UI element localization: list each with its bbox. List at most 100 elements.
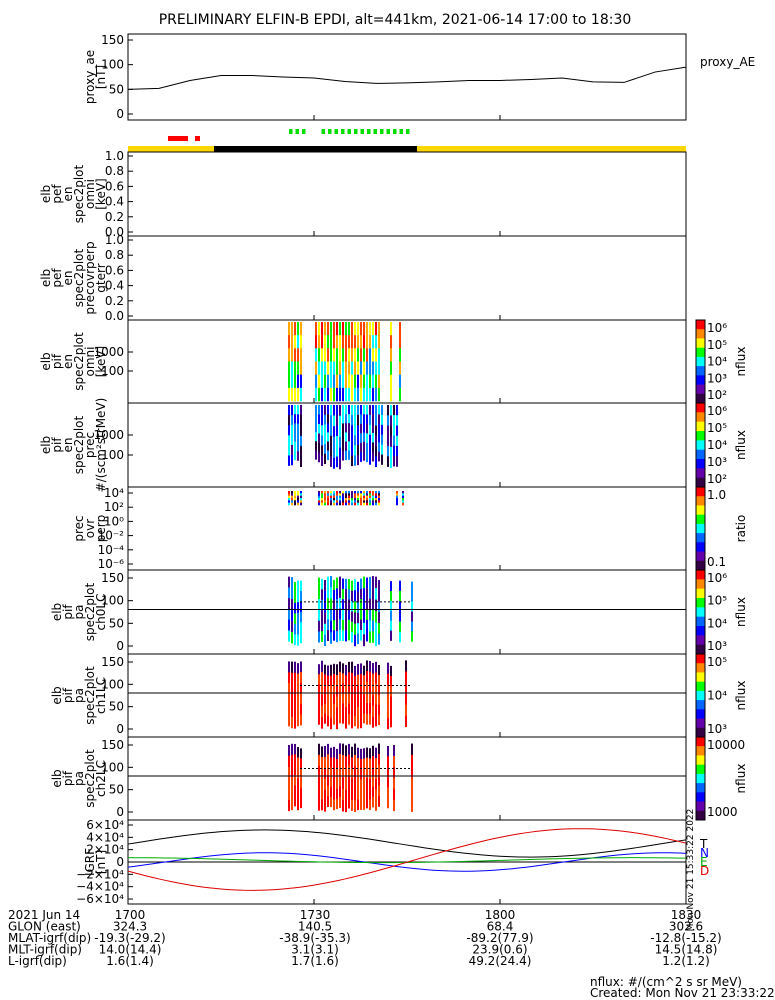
panel-pif-omni-pixel bbox=[291, 361, 293, 375]
panel-pif-pa-ch2-pixel bbox=[351, 757, 353, 769]
panel-pif-pa-ch0-pixel bbox=[348, 609, 350, 621]
panel-pif-prec-pixel bbox=[393, 455, 395, 467]
panel-pif-pa-ch0-pixel bbox=[333, 630, 335, 641]
panel-pif-prec-pixel bbox=[369, 424, 371, 436]
panel-pif-pa-ch1-pixel bbox=[327, 665, 329, 676]
panel-prec-ovr-perp-ytick-label: 10⁻⁴ bbox=[98, 543, 125, 557]
panel-prec-ovr-perp-pixel bbox=[288, 493, 290, 496]
panel-pif-prec-pixel bbox=[345, 414, 347, 424]
panel-pif-prec-colorbar-swatch bbox=[696, 431, 705, 441]
panel-pif-pa-ch0-pixel bbox=[360, 588, 362, 600]
panel-pif-pa-ch2-pixel bbox=[363, 768, 365, 780]
panel-prec-ovr-perp-pixel bbox=[348, 502, 350, 506]
panel-pif-pa-ch2-pixel bbox=[363, 748, 365, 759]
footer-cell: -89.2(77.9) bbox=[466, 931, 533, 945]
panel-pif-prec-pixel bbox=[345, 441, 347, 452]
panel-pif-pa-ch0-pixel bbox=[354, 579, 356, 591]
panel-pif-prec-pixel bbox=[315, 432, 317, 442]
panel-pif-pa-ch1-pixel bbox=[378, 704, 380, 716]
panel-pif-omni-pixel bbox=[363, 374, 365, 389]
panel-pif-pa-ch0-pixel bbox=[363, 622, 365, 635]
panel-pif-prec-pixel bbox=[381, 424, 383, 436]
panel-prec-ovr-perp-pixel bbox=[324, 493, 326, 496]
panel-pif-pa-ch2-pixel bbox=[318, 799, 320, 811]
panel-pif-prec-pixel bbox=[348, 414, 350, 424]
panel-prec-ovr-perp-pixel bbox=[324, 498, 326, 501]
panel-pif-pa-ch1-pixel bbox=[288, 672, 290, 684]
panel-pif-pa-ch2-pixel bbox=[339, 775, 341, 787]
panel-prec-ovr-perp-pixel bbox=[294, 502, 296, 506]
panel-pif-pa-ch2-pixel bbox=[393, 756, 395, 768]
panel-pif-pa-ch0-ylabel-line: pif bbox=[61, 604, 75, 620]
panel-pif-pa-ch1-pixel bbox=[333, 714, 335, 725]
panel-pif-prec-pixel bbox=[351, 445, 353, 456]
panel-pif-pa-ch1-pixel bbox=[387, 684, 389, 697]
panel-prec-ovr-perp-pixel bbox=[288, 491, 290, 494]
panel-pif-pa-ch1-pixel bbox=[372, 673, 374, 685]
panel-pif-pa-ch1-pixel bbox=[336, 675, 338, 687]
panel-pif-prec-pixel bbox=[348, 450, 350, 460]
panel-prec-ovr-perp-pixel bbox=[396, 500, 398, 503]
panel-pif-prec-pixel bbox=[393, 435, 395, 447]
panel-prec-ovr-perp-pixel bbox=[345, 502, 347, 506]
panel-pif-omni-pixel bbox=[330, 335, 332, 349]
footer-cell: -12.8(-15.2) bbox=[650, 931, 721, 945]
panel-prec-ovr-perp-pixel bbox=[372, 498, 374, 501]
panel-pif-pa-ch1-pixel bbox=[294, 695, 296, 707]
panel-pif-pa-ch0-colorbar-swatch bbox=[696, 644, 705, 655]
panel-prec-ovr-perp-pixel bbox=[357, 498, 359, 501]
panel-pif-prec-pixel bbox=[291, 454, 293, 466]
panel-pif-pa-ch1-pixel bbox=[342, 703, 344, 714]
panel-pif-pa-ch0-pixel bbox=[321, 631, 323, 642]
igrf-ylabel-line: [nT] bbox=[94, 850, 108, 874]
panel-pif-pa-ch2-pixel bbox=[318, 743, 320, 756]
panel-pif-pa-ch1-pixel bbox=[372, 684, 374, 696]
panel-pif-prec-pixel bbox=[321, 405, 323, 416]
panel-pif-prec-pixel bbox=[351, 405, 353, 416]
panel-pif-prec-pixel bbox=[357, 454, 359, 466]
panel-prec-ovr-perp-frame bbox=[127, 486, 687, 571]
panel-pif-omni-pixel bbox=[399, 348, 401, 362]
panel-prec-ovr-perp-pixel bbox=[333, 493, 335, 496]
panel-pif-prec-pixel bbox=[318, 414, 320, 425]
panel-pif-omni-pixel bbox=[378, 361, 380, 375]
panel-pif-prec-pixel bbox=[327, 414, 329, 424]
panel-pif-omni-pixel bbox=[336, 322, 338, 336]
panel-prec-ovr-perp-pixel bbox=[363, 493, 365, 496]
panel-pif-omni-pixel bbox=[342, 374, 344, 389]
panel-pif-pa-ch0-pixel bbox=[366, 630, 368, 642]
panel-prec-ovr-perp-pixel bbox=[318, 495, 320, 499]
panel-pif-pa-ch2-pixel bbox=[297, 788, 299, 800]
panel-pif-prec-pixel bbox=[315, 450, 317, 460]
panel-pif-pa-ch2-pixel bbox=[300, 758, 302, 769]
panel-pif-prec-pixel bbox=[387, 405, 389, 416]
proxy-ae-ylabel: proxy_ae[nT] bbox=[83, 50, 108, 104]
panel-pif-pa-ch1-pixel bbox=[405, 693, 407, 705]
panel-pif-pa-ch1-pixel bbox=[336, 718, 338, 730]
panel-prec-ovr-perp-pixel bbox=[297, 495, 299, 499]
panel-pif-prec-colorbar-label: nflux bbox=[734, 430, 748, 460]
igrf-legend-E: E bbox=[700, 855, 708, 869]
panel-pif-pa-ch2-pixel bbox=[366, 797, 368, 809]
panel-pif-omni-pixel bbox=[321, 322, 323, 336]
panel-pif-omni-pixel bbox=[351, 374, 353, 389]
panel-pif-omni-pixel bbox=[318, 322, 320, 336]
footer-cell: 1.2(1.2) bbox=[662, 954, 710, 968]
panel-pif-prec-ylabel-line: elb bbox=[39, 436, 53, 454]
panel-prec-ovr-perp-pixel bbox=[369, 498, 371, 501]
panel-pif-pa-ch0-pixel bbox=[411, 621, 413, 632]
panel-pif-omni-pixel bbox=[372, 322, 374, 336]
science-zone-green bbox=[341, 129, 345, 134]
panel-prec-ovr-perp-pixel bbox=[378, 493, 380, 496]
panel-pif-pa-ch0-pixel bbox=[336, 609, 338, 621]
panel-pif-pa-ch0-pixel bbox=[399, 611, 401, 622]
panel-pif-pa-ch2-pixel bbox=[300, 748, 302, 759]
panel-pef-precovrperp-ytick-label: 0.8 bbox=[105, 248, 124, 262]
science-zone-green bbox=[380, 129, 384, 134]
panel-pif-pa-ch1-pixel bbox=[291, 661, 293, 673]
panel-pif-prec-pixel bbox=[330, 425, 332, 437]
panel-prec-ovr-perp-pixel bbox=[291, 498, 293, 501]
panel-pif-pa-ch1-pixel bbox=[375, 661, 377, 673]
panel-pif-pa-ch0-pixel bbox=[336, 620, 338, 632]
